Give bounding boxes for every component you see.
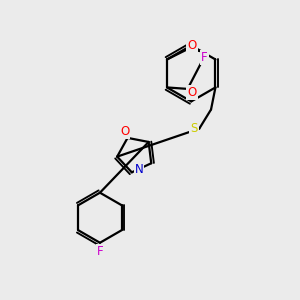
Text: F: F bbox=[201, 51, 208, 64]
Text: F: F bbox=[97, 245, 103, 258]
Text: O: O bbox=[188, 39, 197, 52]
Text: N: N bbox=[135, 163, 143, 176]
Text: O: O bbox=[120, 125, 129, 138]
Text: S: S bbox=[190, 122, 198, 135]
Text: O: O bbox=[188, 86, 197, 99]
